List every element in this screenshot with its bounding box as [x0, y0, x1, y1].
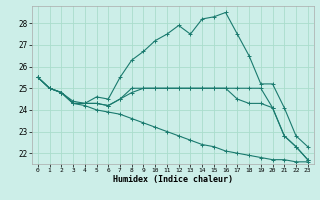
X-axis label: Humidex (Indice chaleur): Humidex (Indice chaleur) [113, 175, 233, 184]
